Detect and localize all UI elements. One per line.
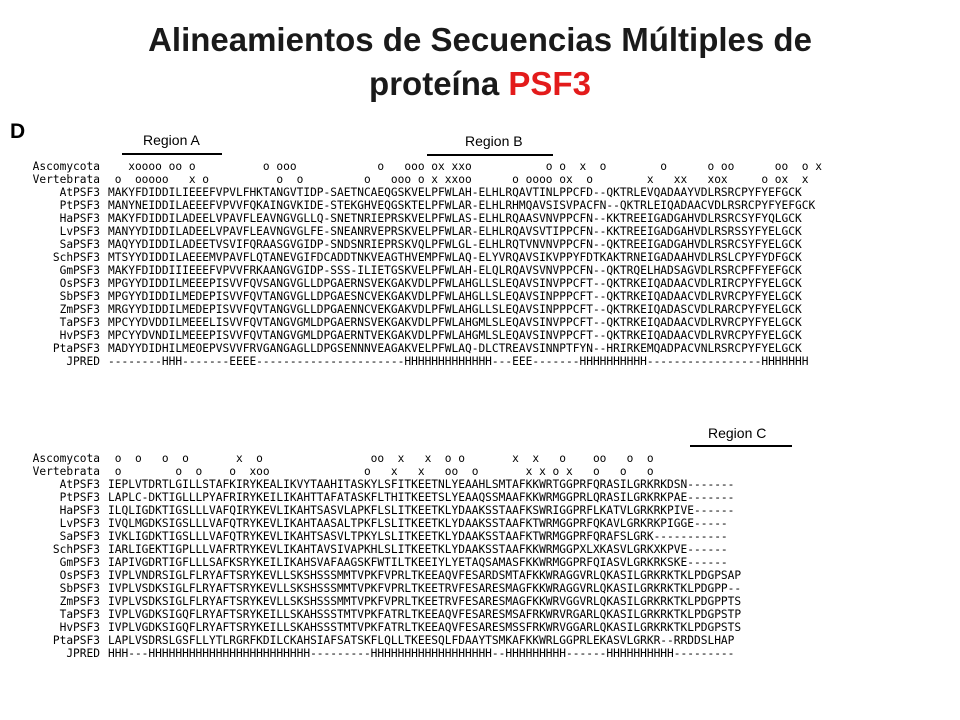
sequence-residues: MPCYYDVDDILMEEELISVVFQVTANGVGMLDPGAERNSV… xyxy=(108,316,802,329)
sequence-name: SchPSF3 xyxy=(52,251,100,264)
sequence-residues: --------HHH-------EEEE------------------… xyxy=(108,355,809,368)
sequence-residues: ILQLIGDKTIGSLLLVAFQIRYKEVLIKAHTSASVLAPKF… xyxy=(108,504,735,517)
sequence-residues: IVQLMGDKSIGSLLLVAFQTRYKEVLIKAHTAASALTPKF… xyxy=(108,517,728,530)
sequence-name: PtaPSF3 xyxy=(52,634,100,647)
sequence-name: ZmPSF3 xyxy=(59,303,100,316)
sequence-name: GmPSF3 xyxy=(59,264,100,277)
sequence-name: SaPSF3 xyxy=(59,530,100,543)
sequence-residues: IVPLVSDKSIGLFLRYAFTSRYKEVLLSKSHSSSMMTVPK… xyxy=(108,582,742,595)
sequence-residues: MAKYFDIDDILADEELVPAVFLEAVNGVGLLQ-SNETNRI… xyxy=(108,212,802,225)
sequence-name: LvPSF3 xyxy=(59,517,100,530)
sequence-residues: HHH---HHHHHHHHHHHHHHHHHHHHHHHH---------H… xyxy=(108,647,735,660)
sequence-residues: LAPLVSDRSLGSFLLYTLRGRFKDILCKAHSIAFSATSKF… xyxy=(108,634,735,647)
sequence-name: Ascomycota xyxy=(32,452,100,465)
sequence-residues: IVKLIGDKTIGSLLLVAFQTRYKEVLIKAHTSASVLTPKY… xyxy=(108,530,728,543)
region-b-label: Region B xyxy=(465,133,523,149)
sequence-residues: xoooo oo o o ooo o ooo ox xxo o o x o o … xyxy=(108,160,822,173)
sequence-residues: LAPLC-DKTIGLLLPYAFRIRYKEILIKAHTTAFATASKF… xyxy=(108,491,735,504)
region-a-bar xyxy=(122,153,222,155)
sequence-residues: MANYNEIDDILAEEEFVPVVFQKAINGVKIDE-STEKGHV… xyxy=(108,199,816,212)
sequence-name: ZmPSF3 xyxy=(59,595,100,608)
title-accent-psf3: PSF3 xyxy=(508,65,591,102)
sequence-residues: IAPIVGDRTIGFLLLSAFKSRYKEILIKAHSVAFAAGSKF… xyxy=(108,556,728,569)
sequence-name: LvPSF3 xyxy=(59,225,100,238)
sequence-name: TaPSF3 xyxy=(59,608,100,621)
sequence-residues: MAKYFDIDDIIIEEEFVPVVFRKAANGVGIDP-SSS-ILI… xyxy=(108,264,802,277)
sequence-name: HaPSF3 xyxy=(59,212,100,225)
region-c-label: Region C xyxy=(708,425,767,441)
sequence-residues: MRGYYDIDDILMEDEPISVVFQVTANGVGLLDPGAENNCV… xyxy=(108,303,802,316)
sequence-name: OsPSF3 xyxy=(59,277,100,290)
sequence-residues: MAKYFDIDDILIEEEFVPVLFHKTANGVTIDP-SAETNCA… xyxy=(108,186,802,199)
sequence-name: GmPSF3 xyxy=(59,556,100,569)
sequence-name: PtPSF3 xyxy=(59,491,100,504)
sequence-residues: MPCYYDVNDILMEEEPISVVFQVTANGVGMLDPGAERNTV… xyxy=(108,329,802,342)
sequence-name: SbPSF3 xyxy=(59,582,100,595)
sequence-residues: IARLIGEKTIGPLLLVAFRTRYKEVLIKAHTAVSIVAPKH… xyxy=(108,543,728,556)
sequence-residues: o o o o xoo o x x oo o x x o x o o o xyxy=(108,465,654,478)
sequence-residues: IEPLVTDRTLGILLSTAFKIRYKEALIKVYTAAHITASKY… xyxy=(108,478,735,491)
region-b-bar xyxy=(427,154,553,156)
sequence-residues: o o o o x o oo x x o o x x o oo o o xyxy=(108,452,654,465)
region-a-label: Region A xyxy=(143,132,200,148)
sequence-name: Vertebrata xyxy=(32,173,100,186)
sequence-residues: MTSYYDIDDILAEEEMVPAVFLQTANEVGIFDCADDTNKV… xyxy=(108,251,802,264)
sequence-residues: IVPLVGDKSIGQFLRYAFTSRYKEILLSKAHSSSTMTVPK… xyxy=(108,608,742,621)
sequence-name: HvPSF3 xyxy=(59,621,100,634)
sequence-name: SaPSF3 xyxy=(59,238,100,251)
sequence-residues: MPGYYDIDDILMEEEPISVVFQVSANGVGLLDPGAERNSV… xyxy=(108,277,802,290)
sequence-name: TaPSF3 xyxy=(59,316,100,329)
sequence-residues: IVPLVNDRSIGLFLRYAFTSRYKEVLLSKSHSSSMMTVPK… xyxy=(108,569,742,582)
sequence-residues: MADYYDIDHILMEOEPVSVVFRVGANGAGLLDPGSENNNV… xyxy=(108,342,802,355)
sequence-name: JPRED xyxy=(66,647,100,660)
sequence-residues: MPGYYDIDDILMEDEPISVVFQVTANGVGLLDPGAESNCV… xyxy=(108,290,802,303)
sequence-name: Ascomycota xyxy=(32,160,100,173)
panel-label: D xyxy=(10,120,26,143)
sequence-name: HaPSF3 xyxy=(59,504,100,517)
slide-title: Alineamientos de Secuencias Múltiples de… xyxy=(0,18,960,106)
sequence-residues: MANYYDIDDILADEELVPAVFLEAVNGVGLFE-SNEANRV… xyxy=(108,225,802,238)
sequence-residues: o ooooo x o o o o ooo o x xxoo o oooo ox… xyxy=(108,173,809,186)
sequence-name: SchPSF3 xyxy=(52,543,100,556)
sequence-residues: MAQYYDIDDILADEETVSVIFQRAASGVGIDP-SNDSNRI… xyxy=(108,238,802,251)
sequence-residues: IVPLVSDKSIGLFLRYAFTSRYKEVLLSKSHSSSMMTVPK… xyxy=(108,595,742,608)
sequence-name: AtPSF3 xyxy=(59,186,100,199)
sequence-name: JPRED xyxy=(66,355,100,368)
sequence-residues: IVPLVGDKSIGQFLRYAFTSRYKEILLSKAHSSSTMTVPK… xyxy=(108,621,742,634)
sequence-name: Vertebrata xyxy=(32,465,100,478)
sequence-name: PtPSF3 xyxy=(59,199,100,212)
sequence-name: PtaPSF3 xyxy=(52,342,100,355)
sequence-name: AtPSF3 xyxy=(59,478,100,491)
sequence-name: HvPSF3 xyxy=(59,329,100,342)
title-line-1: Alineamientos de Secuencias Múltiples de xyxy=(148,21,812,58)
region-c-bar xyxy=(690,445,792,447)
sequence-name: OsPSF3 xyxy=(59,569,100,582)
sequence-name: SbPSF3 xyxy=(59,290,100,303)
title-line-2: proteína xyxy=(369,65,509,102)
